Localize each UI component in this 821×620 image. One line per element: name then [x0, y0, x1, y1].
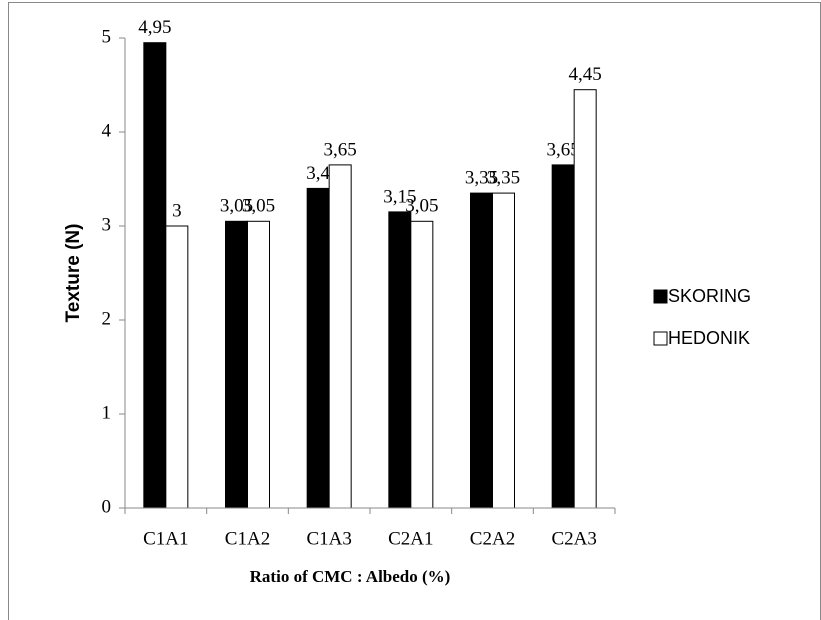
bar	[492, 192, 515, 509]
y-tick-label: 5	[102, 26, 112, 47]
legend-swatch	[653, 289, 668, 304]
bar	[573, 89, 597, 509]
x-tick-label: C1A3	[306, 528, 351, 549]
bar	[306, 187, 330, 509]
x-tick-label: C2A2	[470, 528, 515, 549]
x-tick-label: C1A1	[143, 528, 188, 549]
bar	[551, 164, 575, 509]
value-label: 3,35	[487, 167, 520, 188]
value-label: 3,35	[465, 167, 498, 188]
value-label: 4,95	[138, 17, 171, 38]
bar	[328, 164, 352, 509]
x-tick-label: C2A1	[388, 528, 433, 549]
value-label: 3	[172, 200, 182, 221]
x-tick-label: C1A2	[225, 528, 270, 549]
value-label: 3,05	[242, 196, 275, 217]
bar	[388, 211, 412, 509]
bar	[165, 225, 189, 509]
value-label: 3,05	[220, 196, 253, 217]
value-label: 3,65	[324, 139, 357, 160]
bar	[247, 220, 270, 509]
value-label: 3,4	[306, 163, 330, 184]
y-axis-title: Texture (N)	[63, 224, 84, 323]
bar	[410, 220, 434, 509]
value-label: 4,45	[569, 64, 602, 85]
y-tick-label: 1	[102, 402, 112, 423]
value-label: 3,15	[383, 186, 416, 207]
y-tick-label: 0	[102, 496, 112, 517]
bar	[470, 192, 493, 509]
legend-label: SKORING	[668, 286, 751, 306]
bar	[143, 42, 167, 509]
y-tick-label: 3	[102, 214, 112, 235]
legend-label: HEDONIK	[668, 328, 750, 348]
value-label: 3,65	[547, 139, 580, 160]
bar	[225, 220, 248, 509]
x-tick-label: C2A3	[551, 528, 596, 549]
y-tick-label: 4	[102, 120, 112, 141]
legend-swatch	[653, 331, 668, 346]
x-axis-title: Ratio of CMC : Albedo (%)	[250, 567, 451, 586]
value-label: 3,05	[405, 196, 438, 217]
y-tick-label: 2	[102, 308, 112, 329]
